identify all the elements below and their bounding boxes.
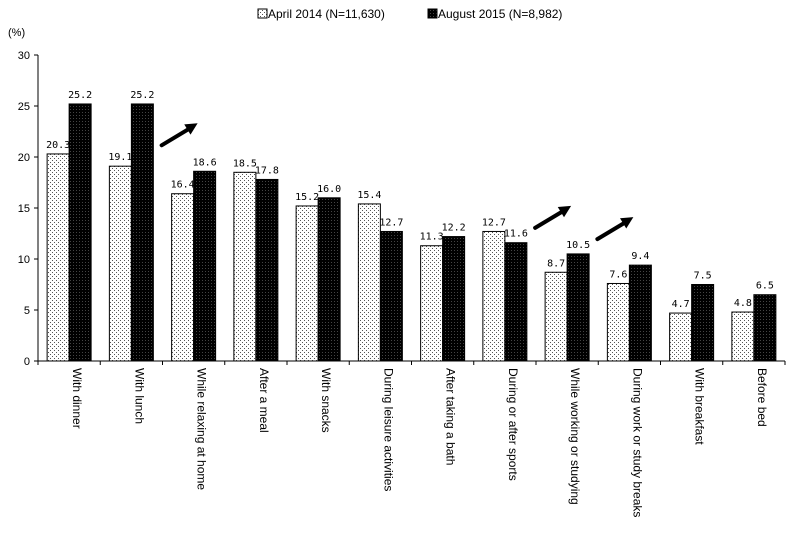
bar-august-2015 [691,284,715,362]
data-label: 11.3 [420,232,444,243]
category-label: While working or studying [568,368,582,505]
bar-august-2015 [317,197,341,362]
x-axis [37,360,786,365]
data-label: 8.7 [547,258,565,269]
data-label: 15.2 [295,192,319,203]
bars [46,103,777,362]
category-label: With lunch [132,368,146,424]
legend-swatch-april-2014 [257,8,268,19]
bar-april-2014 [171,193,195,362]
y-tick-label: 20 [18,152,30,164]
data-label: 25.2 [68,90,92,101]
bar-april-2014 [606,282,630,362]
category-labels: With dinner With lunch While relaxing at h… [70,368,769,517]
bar-august-2015 [628,264,652,362]
trend-arrow-shaft [595,219,630,242]
category-label: Before bed [755,368,769,427]
data-label: 7.6 [609,269,627,280]
legend-label-august-2015: August 2015 (N=8,982) [438,7,562,21]
legend-label-april-2014: April 2014 (N=11,630) [268,7,385,21]
category-label: While relaxing at home [195,368,209,490]
data-label: 12.2 [442,223,466,234]
bar-august-2015 [504,242,528,362]
data-label: 18.6 [193,157,217,168]
y-tick-label: 25 [18,101,30,113]
bar-august-2015 [442,236,466,362]
bar-august-2015 [753,294,777,362]
trend-arrow-head [620,217,634,229]
bar-august-2015 [255,178,279,362]
y-tick-label: 10 [18,254,30,266]
y-tick-label: 0 [24,356,30,368]
data-label: 6.5 [756,281,774,292]
data-label: 16.0 [317,184,341,195]
category-label: During leisure activities [381,368,395,491]
category-label: With dinner [70,368,84,429]
data-label: 11.6 [504,229,528,240]
bar-august-2015 [193,170,217,362]
category-label: After taking a bath [444,368,458,465]
data-labels: 20.3 25.2 19.1 25.2 16.4 18.6 18.517.8 15.216.0… [46,90,774,310]
y-axis: 0 5 10 15 20 25 30 [18,50,39,368]
category-label: With snacks [319,368,333,433]
trend-arrows [159,123,634,242]
y-axis-unit-label: (%) [8,27,25,39]
data-label: 12.7 [379,217,403,228]
category-label: After a meal [257,368,271,433]
trend-arrow-shaft [533,207,568,230]
legend: April 2014 (N=11,630) August 2015 (N=8,9… [257,7,562,21]
bar-august-2015 [68,103,92,362]
bar-april-2014 [46,153,70,362]
data-label: 20.3 [46,140,70,151]
data-label: 16.4 [171,180,195,191]
data-label: 9.4 [631,251,649,262]
data-label: 4.7 [672,299,690,310]
bar-august-2015 [130,103,154,362]
bar-august-2015 [379,230,403,362]
trend-arrow-head [557,205,572,218]
data-label: 15.4 [357,190,381,201]
y-tick-label: 30 [18,50,30,62]
data-label: 12.7 [482,217,506,228]
trend-arrow-shaft [159,125,194,148]
bar-april-2014 [108,165,132,362]
category-label: During or after sports [506,368,520,481]
data-label: 25.2 [130,90,154,101]
y-tick-label: 15 [18,203,30,215]
data-label: 7.5 [694,271,712,282]
data-label: 4.8 [734,298,752,309]
bar-april-2014 [544,271,568,362]
bar-april-2014 [357,203,381,362]
data-label: 10.5 [566,240,590,251]
category-label: During work or study breaks [630,368,644,517]
y-tick-label: 5 [24,305,30,317]
bar-april-2014 [482,230,506,362]
bar-august-2015 [566,253,590,362]
bar-april-2014 [233,171,257,362]
bar-april-2014 [731,311,755,362]
data-label: 18.5 [233,158,257,169]
bar-april-2014 [669,312,693,362]
bar-april-2014 [295,205,319,362]
trend-arrow-head [184,123,198,135]
category-label: With breakfast [693,368,707,445]
data-label: 19.1 [108,152,132,163]
data-label: 17.8 [255,165,279,176]
legend-swatch-august-2015 [427,8,438,19]
bar-april-2014 [420,245,444,362]
